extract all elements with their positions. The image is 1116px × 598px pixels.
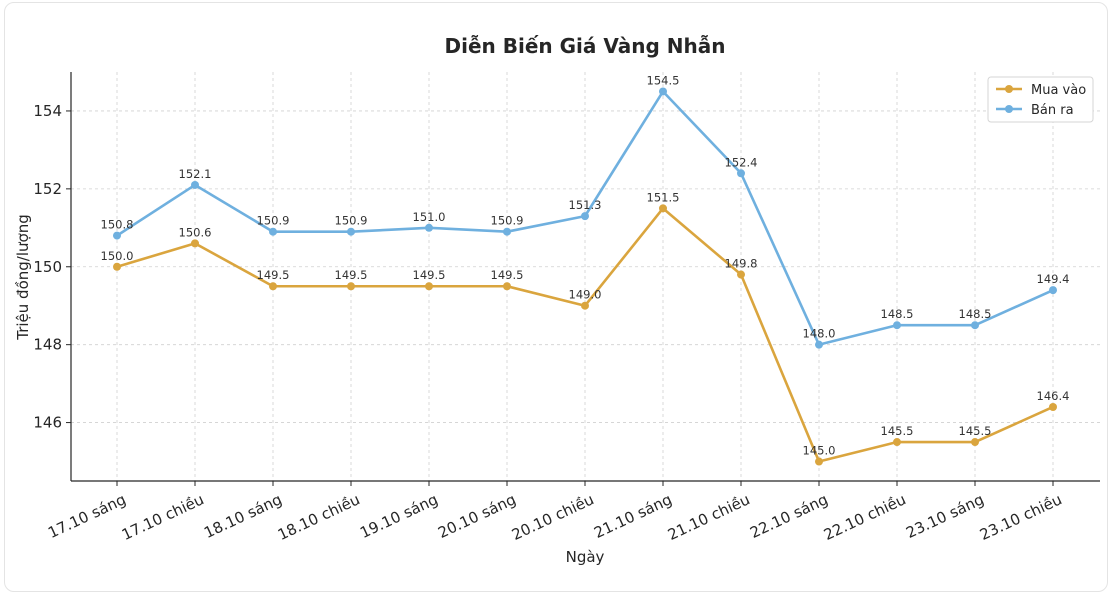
x-tick-label: 18.10 chiều <box>275 490 363 544</box>
y-tick-label: 146 <box>33 414 62 432</box>
data-point <box>815 457 823 466</box>
data-point <box>971 321 979 330</box>
data-label: 148.5 <box>959 307 992 321</box>
data-label: 152.4 <box>725 155 758 169</box>
x-tick-label: 20.10 chiều <box>509 490 597 544</box>
data-point <box>893 438 901 447</box>
series-mua-vao <box>113 204 1057 466</box>
data-label: 150.9 <box>257 214 290 228</box>
data-label: 150.8 <box>101 218 134 232</box>
data-label: 148.5 <box>881 307 914 321</box>
data-label: 149.5 <box>491 268 524 282</box>
series-ban-ra <box>113 87 1057 349</box>
data-label: 150.0 <box>101 249 134 263</box>
data-label: 151.3 <box>569 198 602 212</box>
data-point <box>581 212 589 221</box>
data-point <box>659 204 667 213</box>
chart-title: Diễn Biến Giá Vàng Nhẫn <box>445 34 726 58</box>
data-point <box>971 438 979 447</box>
data-point <box>425 282 433 291</box>
data-label: 149.5 <box>413 268 446 282</box>
data-label: 145.5 <box>959 424 992 438</box>
x-tick-label: 21.10 chiều <box>665 490 753 544</box>
data-label: 152.1 <box>179 167 212 181</box>
data-label: 154.5 <box>647 73 680 87</box>
x-axis-label: Ngày <box>566 548 605 566</box>
data-label: 149.5 <box>257 268 290 282</box>
legend-label: Mua vào <box>1031 83 1086 98</box>
data-label: 148.0 <box>803 327 836 341</box>
series <box>113 87 1057 466</box>
y-tick-label: 148 <box>33 336 62 354</box>
data-label: 146.4 <box>1037 389 1070 403</box>
data-label: 149.5 <box>335 268 368 282</box>
data-point <box>269 227 277 236</box>
x-tick-label: 21.10 sáng <box>591 490 675 542</box>
axes <box>70 72 1100 482</box>
data-point <box>893 321 901 330</box>
y-tick-label: 154 <box>33 102 62 120</box>
data-label: 151.5 <box>647 190 680 204</box>
chart-card <box>4 2 1108 592</box>
data-label: 149.0 <box>569 288 602 302</box>
data-point <box>113 231 121 240</box>
y-tick-label: 152 <box>33 180 62 198</box>
data-point <box>191 180 199 189</box>
legend-swatch-marker <box>1005 105 1013 113</box>
data-label: 145.5 <box>881 424 914 438</box>
data-point <box>425 223 433 232</box>
data-point <box>815 340 823 349</box>
data-label: 149.8 <box>725 257 758 271</box>
data-label: 150.9 <box>491 214 524 228</box>
data-point <box>737 169 745 178</box>
y-tick-label: 150 <box>33 258 62 276</box>
data-point <box>269 282 277 291</box>
data-point <box>503 282 511 291</box>
x-tick-label: 22.10 chiều <box>821 490 909 544</box>
x-tick-label: 17.10 sáng <box>45 490 129 542</box>
data-label: 151.0 <box>413 210 446 224</box>
x-tick-label: 23.10 sáng <box>903 490 987 542</box>
data-point <box>191 239 199 248</box>
x-tick-label: 17.10 chiều <box>119 490 207 544</box>
x-tick-label: 22.10 sáng <box>747 490 831 542</box>
x-tick-label: 18.10 sáng <box>201 490 285 542</box>
data-point <box>581 301 589 310</box>
data-point <box>503 227 511 236</box>
data-labels: 150.0 150.6 149.5 149.5 149.5 149.5 149.0 151.5… <box>101 73 1070 457</box>
x-tick-label: 20.10 sáng <box>435 490 519 542</box>
legend: Mua vào Bán ra <box>987 76 1094 123</box>
data-point <box>737 270 745 279</box>
data-point <box>659 87 667 96</box>
data-point <box>347 227 355 236</box>
data-label: 145.0 <box>803 444 836 458</box>
y-axis-label: Triệu đồng/lượng <box>14 214 32 340</box>
data-label: 149.4 <box>1037 272 1070 286</box>
data-point <box>113 262 121 271</box>
grid <box>71 72 1100 481</box>
data-point <box>347 282 355 291</box>
legend-swatch-marker <box>1005 85 1013 93</box>
data-point <box>1049 402 1057 411</box>
data-label: 150.9 <box>335 214 368 228</box>
y-ticks: 146 148 150 152 154 <box>33 102 71 432</box>
data-point <box>1049 286 1057 295</box>
legend-label: Bán ra <box>1031 103 1074 118</box>
x-tick-label: 23.10 chiều <box>977 490 1065 544</box>
data-label: 150.6 <box>179 225 212 239</box>
x-tick-label: 19.10 sáng <box>357 490 441 542</box>
